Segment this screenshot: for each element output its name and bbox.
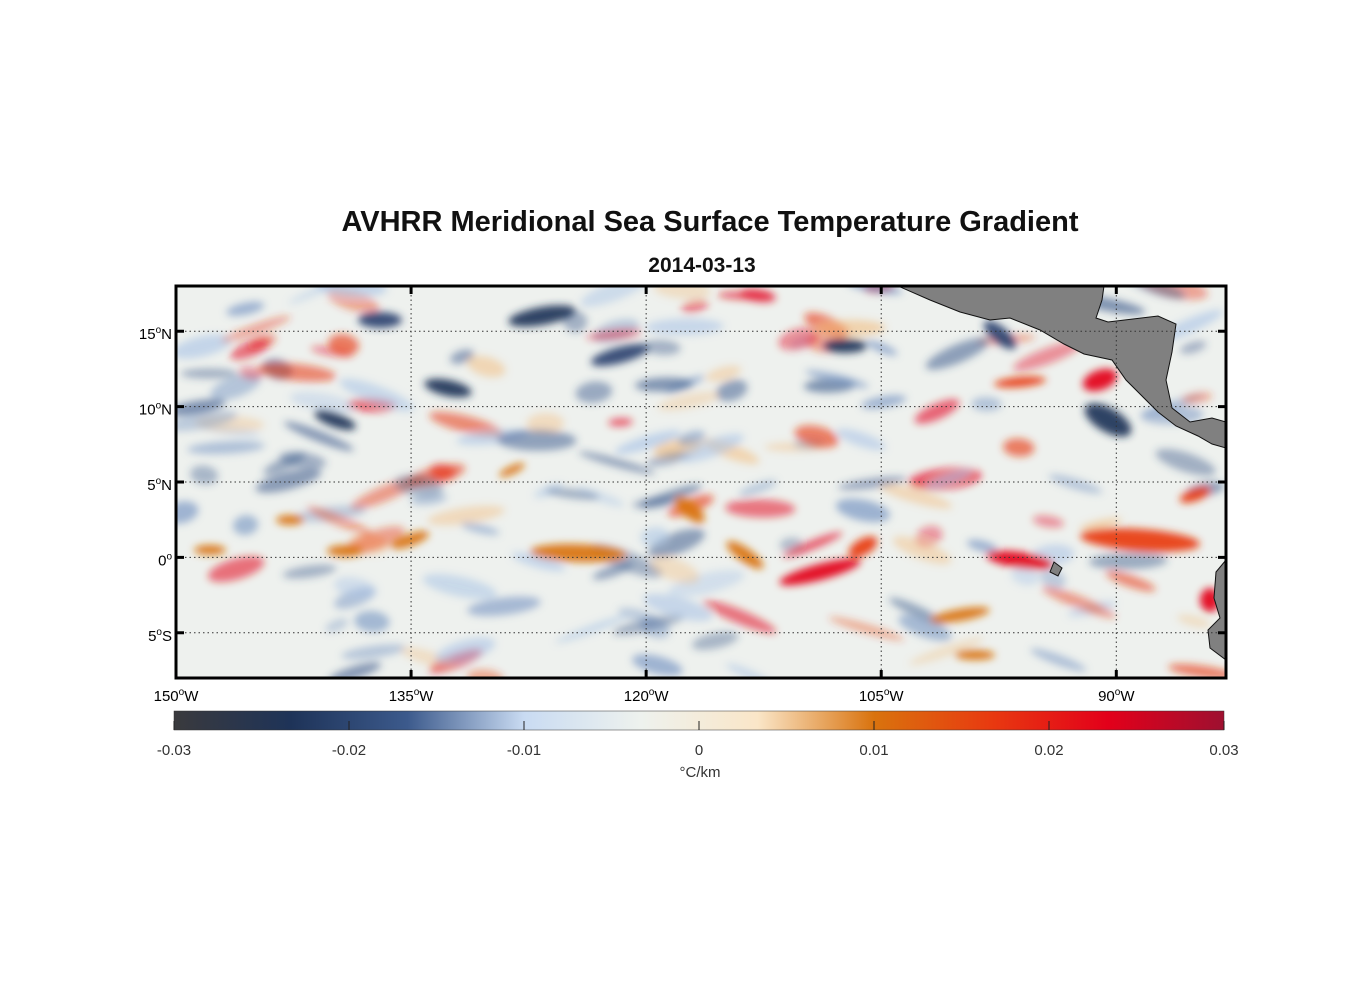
latitude-tick-label: 5oS [148,627,172,645]
colorbar: -0.03 -0.02 -0.01 0 0.01 0.02 0.03 [157,710,1239,759]
latitude-tick-label: 15oN [139,325,172,343]
longitude-tick-label: 105oW [859,687,905,705]
longitude-tick-label: 90oW [1098,687,1135,705]
colorbar-tick-label: 0.02 [1034,742,1063,759]
colorbar-tick-label: -0.02 [332,742,366,759]
longitude-tick-label: 135oW [389,687,435,705]
colorbar-unit-label: °C/km [679,764,721,781]
latitude-tick-label: 5oN [147,476,172,494]
colorbar-tick-label: -0.01 [507,742,541,759]
colorbar-tick-label: 0 [695,742,703,759]
land-mask [897,286,1226,661]
colorbar-tick-label: -0.03 [157,742,191,759]
map-subtitle: 2014-03-13 [648,254,756,277]
map-title: AVHRR Meridional Sea Surface Temperature… [341,206,1079,238]
colorbar-tick-label: 0.03 [1209,742,1238,759]
latitude-tick-label: 0o [158,551,172,569]
sst-gradient-field [176,286,1226,678]
longitude-tick-label: 150oW [154,687,200,705]
colorbar-tick-label: 0.01 [859,742,888,759]
latitude-tick-label: 10oN [139,401,172,419]
longitude-tick-label: 120oW [624,687,670,705]
